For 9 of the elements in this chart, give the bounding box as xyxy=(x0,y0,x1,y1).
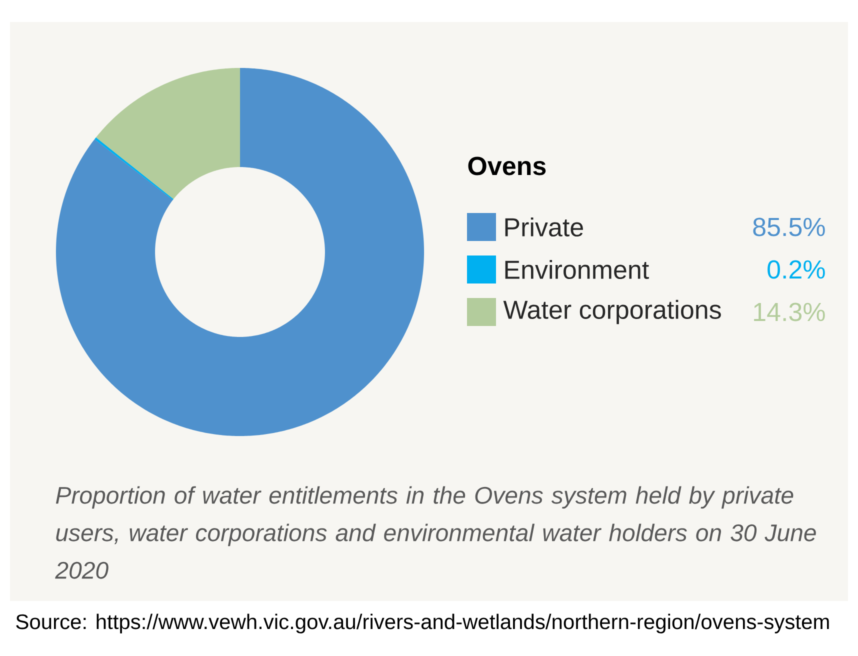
data-label: 14.3% xyxy=(754,302,825,322)
legend-title: Ovens xyxy=(468,156,546,176)
text: Proportion of water entitlements in the Ovens system held by private users, water corporations and environmental water holders on 30 June 2020 xyxy=(55,486,816,579)
legend-label: Environment xyxy=(505,260,649,280)
data-label: 85.5% xyxy=(753,218,825,236)
data-label: 0.2% xyxy=(768,260,825,279)
legend-label: Water corporations xyxy=(503,300,721,324)
legend-label: Private xyxy=(505,217,583,237)
source-note: Source: https://www.vewh.vic.gov.au/rivers-and-wetlands/northern-region/ovens-system xyxy=(16,614,829,634)
